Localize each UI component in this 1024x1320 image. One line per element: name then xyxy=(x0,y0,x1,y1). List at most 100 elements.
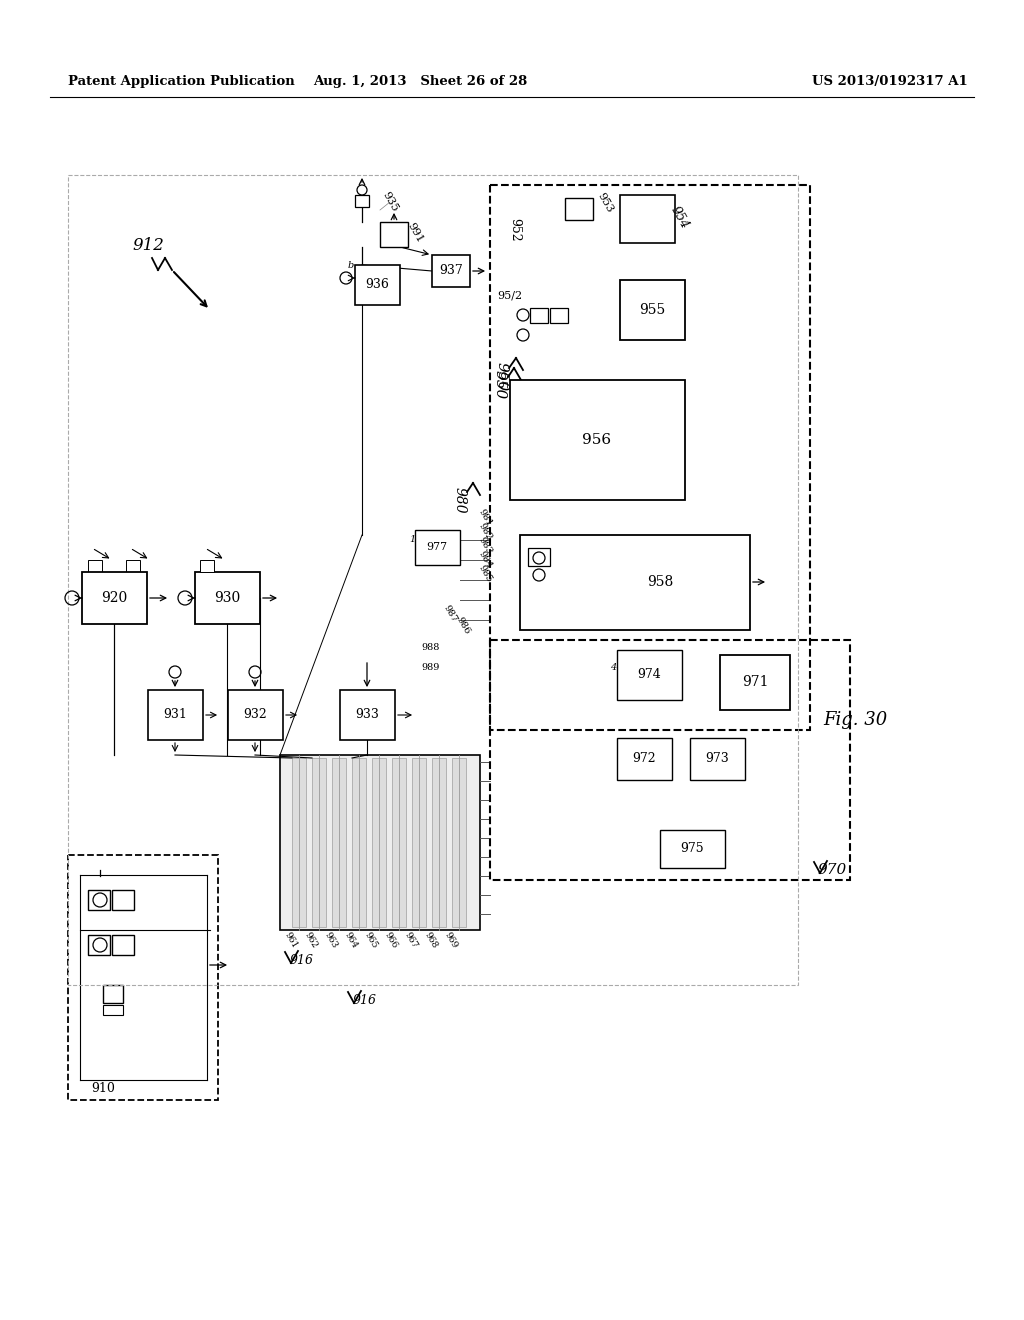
Text: 974: 974 xyxy=(637,668,660,681)
Text: 955: 955 xyxy=(639,304,666,317)
Bar xyxy=(68,176,798,985)
Bar xyxy=(392,758,406,927)
Bar xyxy=(530,308,548,323)
Bar xyxy=(432,255,470,286)
Bar xyxy=(620,280,685,341)
Text: Aug. 1, 2013   Sheet 26 of 28: Aug. 1, 2013 Sheet 26 of 28 xyxy=(313,75,527,88)
Bar xyxy=(490,185,810,730)
Bar xyxy=(68,855,218,1100)
Text: 916: 916 xyxy=(353,994,377,1006)
Bar xyxy=(332,758,346,927)
Bar xyxy=(352,758,366,927)
Bar xyxy=(520,535,750,630)
Bar xyxy=(452,758,466,927)
Bar xyxy=(550,308,568,323)
Text: 987: 987 xyxy=(442,603,459,624)
Text: 983: 983 xyxy=(477,536,494,556)
Text: 950: 950 xyxy=(493,371,507,400)
Bar xyxy=(103,1005,123,1015)
Bar xyxy=(620,195,675,243)
Bar xyxy=(617,649,682,700)
Text: 950: 950 xyxy=(495,363,509,392)
Bar xyxy=(88,890,110,909)
Text: 962: 962 xyxy=(303,931,319,949)
Text: 984: 984 xyxy=(477,549,494,570)
Text: 973: 973 xyxy=(706,752,729,766)
Bar xyxy=(720,655,790,710)
Bar xyxy=(292,758,306,927)
Bar xyxy=(355,195,369,207)
Bar xyxy=(690,738,745,780)
Text: 989: 989 xyxy=(422,664,440,672)
Text: 931: 931 xyxy=(163,709,187,722)
Bar xyxy=(355,265,400,305)
Bar xyxy=(312,758,326,927)
Text: 982: 982 xyxy=(477,521,494,543)
Bar xyxy=(82,572,147,624)
Text: 95/2: 95/2 xyxy=(498,290,522,300)
Text: 988: 988 xyxy=(422,644,440,652)
Text: 975: 975 xyxy=(680,842,703,855)
Text: 1: 1 xyxy=(409,536,415,544)
Text: 971: 971 xyxy=(741,675,768,689)
Text: 916: 916 xyxy=(290,953,314,966)
Bar xyxy=(415,531,460,565)
Bar xyxy=(148,690,203,741)
Bar xyxy=(228,690,283,741)
Text: 985: 985 xyxy=(477,564,494,585)
Text: 986: 986 xyxy=(455,616,472,636)
Bar xyxy=(280,755,480,931)
Bar xyxy=(565,198,593,220)
Text: 980: 980 xyxy=(453,487,467,513)
Bar xyxy=(510,380,685,500)
Text: 953: 953 xyxy=(595,191,614,215)
Bar xyxy=(103,985,123,1003)
Text: Patent Application Publication: Patent Application Publication xyxy=(68,75,295,88)
Text: 966: 966 xyxy=(383,931,399,949)
Text: 958: 958 xyxy=(647,576,673,589)
Text: 961: 961 xyxy=(283,931,299,949)
Text: 954: 954 xyxy=(669,205,691,231)
Text: 967: 967 xyxy=(402,931,419,949)
Text: 910: 910 xyxy=(91,1081,115,1094)
Text: 963: 963 xyxy=(323,931,339,949)
Text: 935: 935 xyxy=(380,190,399,214)
Bar xyxy=(432,758,446,927)
Text: 4: 4 xyxy=(610,664,616,672)
Text: 930: 930 xyxy=(214,591,240,605)
Text: 932: 932 xyxy=(243,709,267,722)
Text: 937: 937 xyxy=(439,264,463,277)
Bar xyxy=(112,935,134,954)
Bar xyxy=(660,830,725,869)
Bar xyxy=(528,548,550,566)
Text: 956: 956 xyxy=(583,433,611,447)
Text: US 2013/0192317 A1: US 2013/0192317 A1 xyxy=(812,75,968,88)
Text: 920: 920 xyxy=(101,591,127,605)
Bar xyxy=(88,560,102,572)
Text: 968: 968 xyxy=(423,931,439,949)
Text: 965: 965 xyxy=(362,931,379,950)
Text: 972: 972 xyxy=(632,752,655,766)
Bar xyxy=(340,690,395,741)
Text: 970: 970 xyxy=(817,863,847,876)
Text: Fig. 30: Fig. 30 xyxy=(823,711,887,729)
Bar xyxy=(88,935,110,954)
Bar xyxy=(112,890,134,909)
Bar xyxy=(380,222,408,247)
Text: 964: 964 xyxy=(343,931,359,949)
Text: 981: 981 xyxy=(477,508,494,528)
Text: 977: 977 xyxy=(426,543,447,552)
Text: 991: 991 xyxy=(406,222,425,244)
Text: b: b xyxy=(348,260,354,269)
Bar xyxy=(200,560,214,572)
Bar xyxy=(617,738,672,780)
Bar xyxy=(195,572,260,624)
Text: 936: 936 xyxy=(366,279,389,292)
Text: 952: 952 xyxy=(509,218,521,242)
Bar xyxy=(490,640,850,880)
Text: 969: 969 xyxy=(442,931,459,949)
Text: 912: 912 xyxy=(132,236,164,253)
Bar xyxy=(372,758,386,927)
Text: 933: 933 xyxy=(355,709,379,722)
Bar xyxy=(126,560,140,572)
